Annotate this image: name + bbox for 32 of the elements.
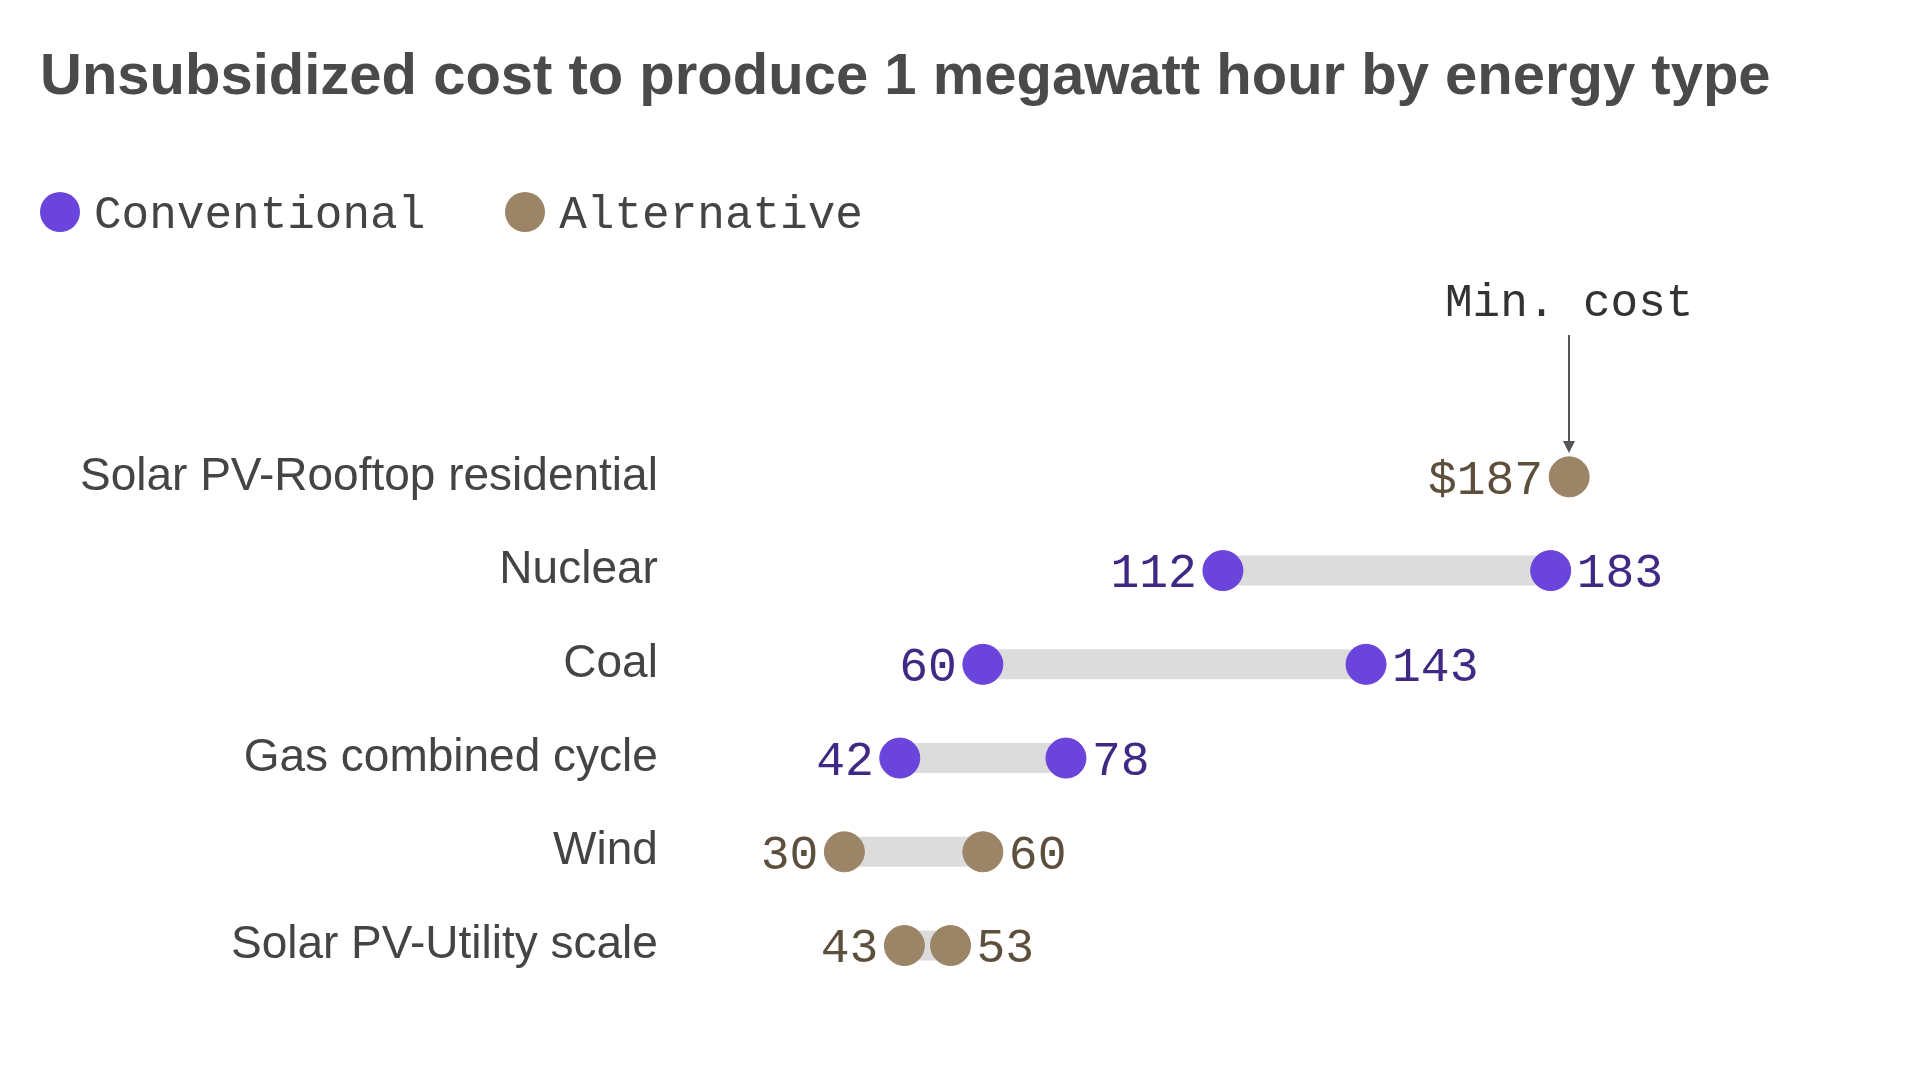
- data-label: 42: [816, 734, 874, 789]
- point: [962, 643, 1004, 685]
- data-label: 53: [976, 922, 1035, 977]
- data-label: 143: [1392, 641, 1479, 696]
- data-label: 43: [820, 922, 879, 977]
- point: [930, 925, 972, 967]
- data-label: $187: [1427, 453, 1544, 508]
- y-tick-label: Nuclear: [499, 541, 658, 594]
- data-label: 30: [760, 828, 819, 883]
- text: Min. cost: [1444, 278, 1694, 331]
- y-tick-label: Solar PV-Rooftop residential: [80, 447, 658, 500]
- point: [1530, 550, 1572, 592]
- point: [962, 831, 1004, 873]
- y-tick-label: Gas combined cycle: [243, 728, 658, 781]
- chart-title: Unsubsidized cost to produce 1 megawatt hour by energy type: [40, 40, 1771, 107]
- point: [1345, 643, 1387, 685]
- point: [1202, 550, 1244, 592]
- legend-label: Conventional: [93, 190, 426, 242]
- point: [1548, 456, 1590, 498]
- y-tick-label: Wind: [553, 822, 658, 875]
- legend-label: Alternative: [558, 190, 863, 242]
- point: [823, 831, 865, 873]
- point: [1045, 737, 1087, 779]
- point: [879, 737, 921, 779]
- data-label: 183: [1576, 547, 1664, 602]
- data-label: 112: [1110, 547, 1197, 602]
- y-tick-label: Coal: [563, 635, 658, 688]
- y-tick-label: Solar PV-Utility scale: [230, 916, 658, 969]
- data-label: 60: [899, 641, 957, 696]
- data-label: 78: [1091, 734, 1150, 789]
- data-label: 60: [1008, 828, 1067, 883]
- point: [883, 925, 925, 967]
